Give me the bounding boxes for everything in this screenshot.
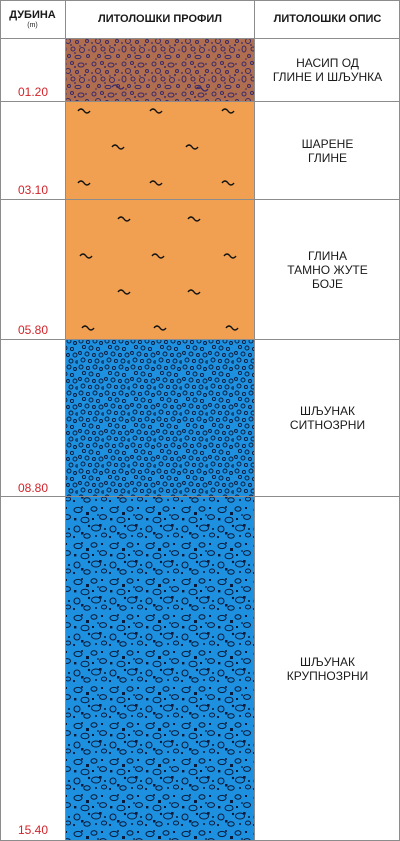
description-line: ТАМНО ЖУТЕ: [287, 262, 368, 277]
description-line: КРУПНОЗРНИ: [286, 668, 369, 683]
layer-fill-gravel: [66, 39, 254, 101]
description-line: ГЛИНЕ: [308, 150, 347, 165]
description-line: ШЉУНАК: [300, 404, 355, 418]
depth-header-label: ДУБИНА: [9, 9, 56, 21]
description-line: ШАРЕНЕ: [301, 136, 354, 151]
description-line: ШЉУНАК: [300, 654, 355, 669]
layer-description: ШАРЕНЕ ГЛИНЕ: [256, 102, 399, 199]
layer-coarse-gravel: [66, 497, 254, 840]
description-line: СИТНОЗРНИ: [289, 418, 366, 432]
depth-label: 15.40: [17, 823, 49, 837]
depth-unit-label: (m): [27, 22, 38, 29]
depth-label: 01.20: [17, 85, 49, 99]
description-line: ГЛИНЕ И ШЉУНКА: [272, 70, 383, 84]
layer-description: ШЉУНАК КРУПНОЗРНИ: [256, 497, 399, 840]
layer-description: ШЉУНАК СИТНОЗРНИ: [256, 340, 399, 496]
clay-tilde-marks: [111, 84, 209, 92]
description-header-label: ЛИТОЛОШКИ ОПИС: [273, 13, 382, 25]
profile-header-label: ЛИТОЛОШКИ ПРОФИЛ: [97, 13, 223, 25]
description-line: БОЈЕ: [311, 276, 344, 291]
description-column-header: ЛИТОЛОШКИ ОПИС: [255, 0, 400, 38]
layer-description: ГЛИНА ТАМНО ЖУТЕ БОЈЕ: [256, 200, 399, 339]
layer-description: НАСИП ОД ГЛИНЕ И ШЉУНКА: [256, 39, 399, 101]
depth-column-header: ДУБИНА (m): [0, 0, 65, 38]
depth-label: 08.80: [17, 481, 49, 495]
clay-tilde-marks: [77, 108, 239, 331]
description-line: НАСИП ОД: [296, 56, 359, 70]
depth-label: 05.80: [17, 323, 49, 337]
profile-column-header: ЛИТОЛОШКИ ПРОФИЛ: [66, 0, 254, 38]
depth-label: 03.10: [17, 183, 49, 197]
layer-clay-dark-yellow: [66, 200, 254, 339]
description-line: ГЛИНА: [308, 248, 347, 263]
layer-fine-gravel: [66, 340, 254, 496]
